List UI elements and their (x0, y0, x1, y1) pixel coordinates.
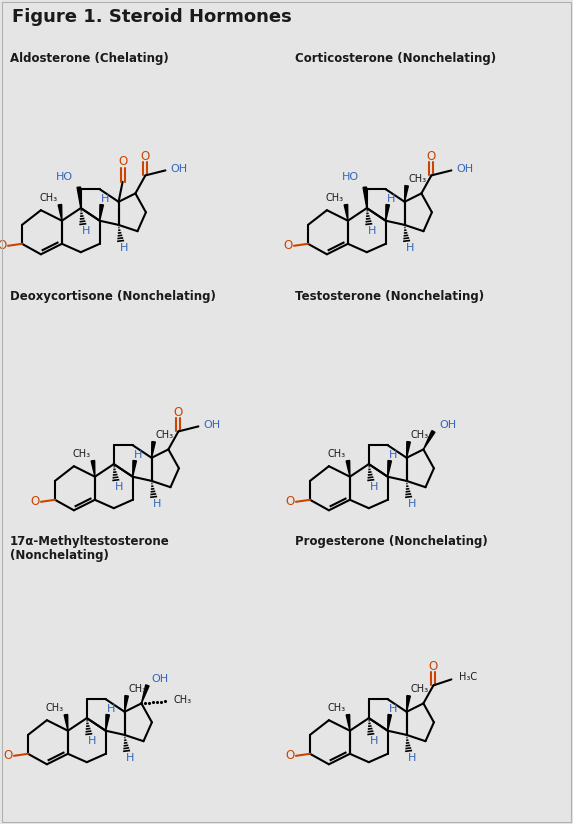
Text: H: H (370, 736, 378, 746)
Text: OH: OH (170, 165, 187, 175)
Polygon shape (77, 187, 81, 208)
Text: CH₃: CH₃ (328, 449, 346, 459)
Text: H: H (81, 226, 90, 236)
Text: H: H (387, 194, 395, 204)
Text: CH₃: CH₃ (40, 193, 58, 203)
Polygon shape (100, 204, 104, 221)
Text: Deoxycortisone (Nonchelating): Deoxycortisone (Nonchelating) (10, 290, 216, 303)
Polygon shape (58, 204, 62, 221)
Polygon shape (142, 685, 149, 704)
Text: CH₃: CH₃ (411, 684, 429, 694)
Text: H: H (388, 704, 397, 714)
Polygon shape (133, 461, 136, 477)
Text: H: H (407, 499, 416, 509)
Text: H: H (115, 482, 123, 492)
Polygon shape (405, 185, 409, 202)
Text: H: H (100, 194, 109, 204)
Text: H: H (107, 704, 115, 714)
Polygon shape (124, 695, 128, 712)
Text: H: H (368, 226, 376, 236)
Text: OH: OH (203, 420, 221, 430)
Text: O: O (427, 150, 436, 163)
Polygon shape (388, 714, 391, 731)
Text: H: H (125, 753, 134, 763)
Text: H: H (370, 482, 378, 492)
Polygon shape (388, 461, 391, 477)
Text: O: O (141, 150, 150, 163)
Text: H: H (406, 243, 414, 253)
Polygon shape (91, 461, 95, 477)
Text: CH₃: CH₃ (46, 703, 64, 713)
Text: 17α-Methyltestosterone: 17α-Methyltestosterone (10, 535, 170, 548)
Text: Testosterone (Nonchelating): Testosterone (Nonchelating) (295, 290, 484, 303)
Polygon shape (346, 461, 350, 477)
Text: H: H (134, 450, 142, 460)
Text: OH: OH (439, 420, 457, 430)
Text: O: O (285, 495, 295, 508)
Polygon shape (105, 714, 109, 731)
Text: (Nonchelating): (Nonchelating) (10, 549, 109, 562)
Text: Progesterone (Nonchelating): Progesterone (Nonchelating) (295, 535, 488, 548)
Polygon shape (407, 442, 410, 458)
Text: O: O (285, 749, 295, 762)
Text: O: O (3, 749, 13, 762)
Text: CH₃: CH₃ (328, 703, 346, 713)
Text: O: O (174, 406, 183, 419)
Polygon shape (423, 431, 435, 449)
Text: H: H (152, 499, 161, 509)
Polygon shape (64, 714, 68, 731)
Text: Figure 1. Steroid Hormones: Figure 1. Steroid Hormones (12, 8, 292, 26)
Text: CH₃: CH₃ (128, 684, 147, 694)
Text: HO: HO (342, 172, 359, 182)
Polygon shape (407, 695, 410, 712)
Text: O: O (30, 495, 40, 508)
Text: H: H (388, 450, 397, 460)
Text: CH₃: CH₃ (73, 449, 91, 459)
Text: CH₃: CH₃ (409, 174, 427, 184)
Text: CH₃: CH₃ (411, 430, 429, 440)
Text: O: O (284, 239, 293, 252)
Polygon shape (344, 204, 348, 221)
Text: O: O (0, 239, 7, 252)
Polygon shape (363, 187, 367, 208)
Text: H₃C: H₃C (460, 672, 477, 682)
Text: O: O (429, 660, 438, 673)
Text: HO: HO (56, 172, 73, 182)
Text: O: O (119, 155, 128, 168)
Text: CH₃: CH₃ (156, 430, 174, 440)
Polygon shape (346, 714, 350, 731)
Text: OH: OH (457, 165, 473, 175)
Polygon shape (152, 442, 155, 458)
Text: CH₃: CH₃ (174, 695, 191, 705)
Text: OH: OH (151, 674, 168, 685)
Text: CH₃: CH₃ (326, 193, 344, 203)
Text: H: H (407, 753, 416, 763)
Text: H: H (88, 736, 96, 746)
Text: Corticosterone (Nonchelating): Corticosterone (Nonchelating) (295, 52, 496, 65)
Text: H: H (119, 243, 128, 253)
Polygon shape (386, 204, 390, 221)
Text: Aldosterone (Chelating): Aldosterone (Chelating) (10, 52, 169, 65)
